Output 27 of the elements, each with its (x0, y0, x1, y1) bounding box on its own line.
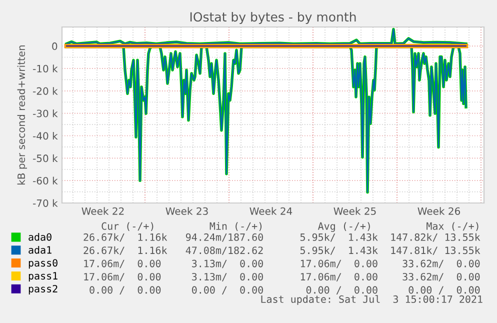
y-tick-label: 0 (52, 42, 58, 50)
y-tick-label: -60 k (33, 176, 58, 185)
x-tick-label: Week 23 (166, 207, 208, 215)
x-tick-label: Week 24 (250, 207, 292, 215)
text: 17.06m/ 0.00 3.13m/ 0.00 17.06m/ 0.00 33.62m/ 0.00 (84, 272, 480, 282)
x-tick-label: Week 22 (82, 207, 124, 215)
text: 26.67k/ 1.16k 47.08m/182.62 5.95k/ 1.43k 147.81k/ 13.55k (84, 246, 480, 255)
text: Last update: Sat Jul 3 15:00:17 2021 (261, 295, 482, 305)
text: 0.00 / 0.00 0.00 / 0.00 0.00 / 0.00 0.00 / 0.00 (90, 286, 480, 295)
legend-label: ada0 (28, 233, 52, 241)
legend-label: ada1 (28, 246, 52, 254)
legend-label: pass2 (28, 284, 58, 294)
legend-label: pass0 (28, 259, 58, 269)
y-tick-label: -10 k (33, 64, 58, 72)
y-tick-label: -30 k (33, 110, 58, 118)
chart-title: IOstat by bytes - by month (190, 12, 356, 24)
y-tick-label: -40 k (33, 132, 58, 140)
legend-label: pass1 (28, 272, 58, 282)
y-tick-label: -50 k (33, 154, 58, 162)
y-axis-title: kB per second read+written (17, 45, 27, 184)
y-tick-label: -20 k (33, 87, 58, 95)
text: 17.06m/ 0.00 3.13m/ 0.00 17.06m/ 0.00 33.62m/ 0.00 (84, 260, 480, 268)
x-tick-label: Week 25 (334, 207, 376, 215)
x-tick-label: Week 26 (418, 207, 460, 215)
y-tick-label: -70 k (33, 199, 58, 207)
text: 26.67k/ 1.16k 94.24m/187.60 5.95k/ 1.43k 147.82k/ 13.55k (84, 233, 480, 242)
text: Cur (-/+) Min (-/+) Avg (-/+) Max (-/+) (102, 222, 478, 232)
